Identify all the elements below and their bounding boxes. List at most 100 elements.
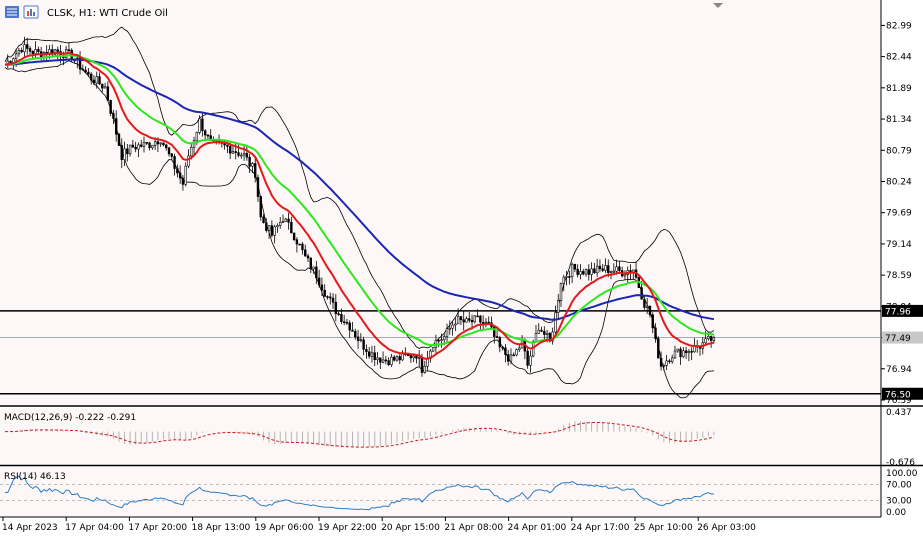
candle-body [131, 144, 135, 148]
candle-body [156, 141, 160, 145]
price-axis-label: 82.44 [886, 53, 912, 63]
candle-body [468, 318, 471, 321]
candle-body [31, 50, 34, 54]
candle-body [256, 177, 260, 197]
candle-body [545, 333, 549, 335]
candle-body [292, 232, 296, 240]
candle-body [351, 329, 354, 332]
rsi-label: RSI(14) 46.13 [4, 472, 66, 482]
candle-body [67, 49, 71, 51]
rsi-layer [0, 475, 881, 511]
candle-body [348, 322, 351, 331]
candle-body [362, 339, 365, 350]
candle-body [526, 350, 529, 366]
candle-body [645, 305, 649, 308]
candle-body [448, 327, 451, 330]
candle-body [437, 339, 440, 342]
price-axis-label: 81.89 [886, 84, 912, 94]
candle-body [153, 141, 157, 146]
candle-body [312, 266, 315, 270]
level-price-tag [882, 387, 923, 400]
candle-body [398, 356, 401, 361]
candle-body [203, 130, 207, 136]
candle-body [587, 269, 591, 275]
candle-body [237, 152, 240, 156]
candle-body [112, 113, 115, 119]
candle-body [709, 336, 713, 341]
candle-body [379, 357, 382, 363]
candle-body [151, 145, 154, 149]
candle-body [576, 268, 579, 275]
candle-body [512, 354, 515, 357]
candle-body [367, 351, 371, 357]
candle-body [240, 154, 243, 157]
candle-body [254, 163, 257, 178]
macd-layer [5, 421, 715, 448]
candle-body [356, 336, 360, 341]
candle-body [604, 265, 607, 271]
candle-body [387, 360, 390, 366]
candle-body [201, 118, 204, 132]
axis-layer: 82.99 82.44 81.89 81.34 80.79 80.24 79.69 79.14… [2, 21, 923, 533]
candle-body [373, 352, 376, 360]
candle-body [145, 142, 148, 144]
candle-body [381, 359, 385, 363]
candle-body [390, 356, 393, 366]
candle-body [245, 153, 249, 158]
candle-body [137, 144, 140, 150]
chart-title: CLSK, H1: WTI Crude Oil [47, 8, 168, 19]
candle-body [176, 168, 179, 174]
current-price-tag [882, 331, 923, 344]
candle-body [320, 284, 324, 291]
candle-body [198, 118, 201, 133]
chart-bars-icon[interactable] [23, 5, 39, 19]
candle-body [184, 165, 187, 185]
candle-body [34, 49, 37, 54]
candle-body [98, 76, 101, 85]
candle-body [334, 301, 338, 314]
price-axis-label: 76.39 [886, 396, 912, 406]
candle-body [673, 350, 677, 359]
chart-grid-icon[interactable] [5, 6, 19, 18]
candle-body [81, 68, 85, 71]
candle-body [670, 357, 674, 362]
candle-body [342, 321, 346, 324]
candle-body [173, 156, 176, 169]
candle-body [704, 338, 707, 344]
candle-body [570, 263, 574, 277]
candle-body [134, 146, 137, 150]
candle-body [273, 226, 276, 236]
candle-body [476, 315, 479, 318]
candle-body [654, 327, 657, 339]
candle-body [178, 172, 182, 179]
candle-body [37, 49, 40, 52]
time-axis-label: 14 Apr 2023 [2, 523, 58, 533]
candle-body [543, 330, 546, 335]
candle-body [509, 354, 513, 362]
candle-body [540, 329, 543, 332]
time-axis-label: 21 Apr 08:00 [444, 523, 503, 533]
rsi-panel[interactable] [0, 467, 881, 516]
candle-body [568, 276, 571, 278]
time-axis-label: 19 Apr 22:00 [318, 523, 377, 533]
price-axis-label: 80.24 [886, 177, 912, 187]
current-price-tag-text: 77.49 [885, 334, 911, 344]
candle-body [162, 142, 165, 146]
candle-body [481, 321, 485, 324]
level-price-tag-text: 77.96 [885, 307, 911, 317]
candle-body [89, 73, 93, 81]
candle-body [668, 360, 671, 363]
candle-body [167, 147, 171, 155]
scroll-marker-icon[interactable] [713, 3, 723, 8]
candle-body [451, 324, 454, 329]
candle-body [501, 346, 504, 349]
price-axis-label: 80.79 [886, 146, 912, 156]
candle-body [165, 144, 168, 149]
candle-body [101, 83, 104, 89]
candle-body [87, 71, 90, 75]
candle-body [231, 151, 235, 154]
candle-body [484, 321, 488, 324]
time-axis-label: 26 Apr 03:00 [697, 523, 756, 533]
